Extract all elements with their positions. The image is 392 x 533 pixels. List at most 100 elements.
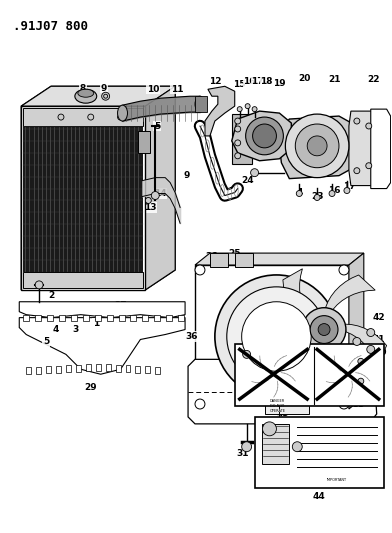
Polygon shape	[349, 253, 364, 409]
Polygon shape	[325, 275, 375, 310]
Ellipse shape	[246, 117, 283, 155]
Bar	[155, 367, 160, 374]
Text: 17: 17	[343, 182, 355, 191]
Text: 30: 30	[236, 340, 249, 349]
Text: 42: 42	[372, 313, 385, 322]
Ellipse shape	[195, 96, 205, 112]
Bar	[36, 367, 41, 374]
Text: 25: 25	[229, 248, 241, 257]
Circle shape	[237, 107, 242, 111]
Bar	[265, 384, 309, 414]
Circle shape	[339, 265, 349, 275]
Text: 4: 4	[296, 188, 303, 197]
Circle shape	[318, 324, 330, 335]
Bar	[178, 314, 184, 321]
Text: 34: 34	[363, 386, 375, 395]
Bar	[83, 314, 89, 321]
Text: 14: 14	[154, 189, 167, 198]
Text: 37: 37	[305, 340, 318, 349]
Polygon shape	[371, 109, 390, 189]
Text: 2: 2	[48, 292, 54, 300]
Polygon shape	[145, 86, 175, 290]
Bar	[135, 366, 140, 373]
Text: 18: 18	[260, 77, 273, 86]
Bar	[23, 108, 143, 126]
Circle shape	[353, 337, 361, 345]
Text: 21: 21	[328, 75, 340, 84]
Circle shape	[358, 358, 364, 364]
Circle shape	[329, 190, 335, 197]
Bar	[107, 314, 113, 321]
Text: 10: 10	[147, 85, 160, 94]
Text: 6: 6	[20, 303, 26, 312]
Text: 32: 32	[289, 452, 301, 461]
Bar	[95, 314, 101, 321]
Circle shape	[296, 190, 302, 197]
Bar	[23, 272, 143, 288]
Bar	[23, 314, 29, 321]
Polygon shape	[21, 86, 175, 106]
Text: 12: 12	[209, 77, 221, 86]
Text: 9: 9	[100, 84, 107, 93]
Bar	[166, 314, 172, 321]
Circle shape	[242, 442, 252, 451]
Bar	[195, 96, 207, 112]
Polygon shape	[205, 86, 235, 136]
Text: 22: 22	[367, 75, 380, 84]
Text: 29: 29	[84, 383, 97, 392]
Text: 26: 26	[206, 252, 218, 261]
Bar	[142, 314, 148, 321]
Text: 5: 5	[154, 122, 160, 131]
Text: 7: 7	[23, 236, 29, 245]
Text: .91J07 800: .91J07 800	[13, 20, 88, 33]
Polygon shape	[21, 86, 175, 290]
Text: DANGER: DANGER	[270, 399, 285, 403]
Text: 31: 31	[236, 449, 249, 458]
Text: 17: 17	[284, 156, 297, 165]
Text: 33: 33	[352, 400, 365, 408]
Circle shape	[35, 281, 43, 289]
Circle shape	[344, 188, 350, 193]
Circle shape	[103, 94, 108, 98]
Circle shape	[285, 114, 349, 177]
Text: 36: 36	[186, 332, 198, 341]
Text: 19: 19	[273, 79, 286, 88]
Bar	[154, 314, 160, 321]
Bar	[232, 114, 252, 164]
Text: 15: 15	[234, 80, 246, 89]
Bar	[125, 365, 131, 372]
Text: 9: 9	[184, 171, 190, 180]
Circle shape	[367, 328, 375, 336]
Ellipse shape	[75, 89, 97, 103]
Bar	[116, 365, 120, 372]
Polygon shape	[337, 357, 377, 389]
Circle shape	[310, 316, 338, 343]
Text: 27: 27	[114, 301, 127, 310]
Text: 20: 20	[298, 74, 310, 83]
Circle shape	[339, 399, 349, 409]
Text: OPERATE: OPERATE	[269, 409, 285, 413]
Text: 4: 4	[53, 325, 59, 334]
Bar	[145, 366, 150, 373]
Text: 40: 40	[374, 348, 387, 357]
Text: 23: 23	[311, 192, 323, 201]
Circle shape	[245, 103, 250, 109]
Circle shape	[314, 195, 320, 200]
Bar	[210, 253, 228, 267]
Text: 43: 43	[276, 409, 289, 418]
Bar	[86, 364, 91, 372]
Circle shape	[242, 302, 311, 372]
Ellipse shape	[252, 124, 276, 148]
Bar	[23, 126, 143, 272]
Polygon shape	[260, 332, 310, 356]
Text: IMPORTANT: IMPORTANT	[327, 479, 347, 482]
Circle shape	[195, 265, 205, 275]
Circle shape	[235, 140, 241, 146]
Text: 38: 38	[306, 313, 318, 322]
Bar	[254, 417, 384, 488]
Circle shape	[354, 118, 360, 124]
Text: 39: 39	[352, 342, 365, 351]
Polygon shape	[279, 116, 361, 179]
Circle shape	[195, 399, 205, 409]
Bar	[47, 314, 53, 321]
